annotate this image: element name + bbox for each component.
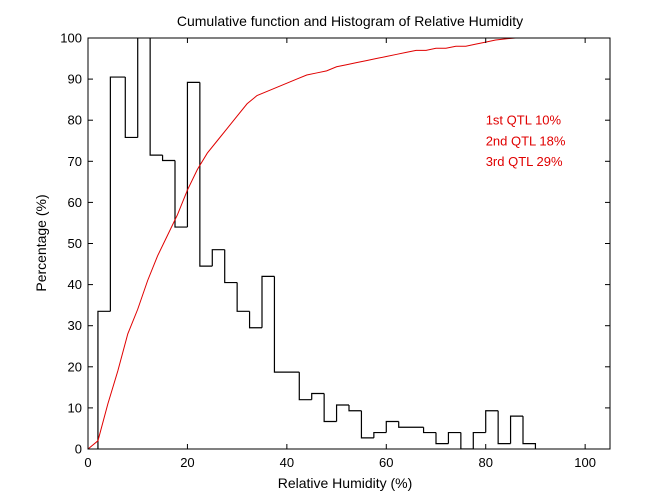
histogram-bin <box>149 38 163 156</box>
histogram-bin <box>385 420 399 433</box>
histogram-bin <box>199 82 213 267</box>
histogram-bin <box>435 432 449 445</box>
histogram-bin <box>174 160 188 228</box>
x-tick-label: 100 <box>574 455 596 470</box>
x-tick-label: 0 <box>84 455 91 470</box>
histogram-bin <box>186 81 200 228</box>
histogram-bin <box>109 76 126 312</box>
quartile-annotation: 3rd QTL 29% <box>486 154 563 169</box>
y-tick-label: 90 <box>68 72 82 87</box>
y-tick-label: 80 <box>68 113 82 128</box>
y-axis-title: Percentage (%) <box>33 194 49 291</box>
plot-area: 0 20 40 60 80 100 0 10 20 30 40 50 60 70 80 90 100 1st QT… <box>60 31 611 470</box>
histogram-bin <box>224 249 238 284</box>
x-tick-label: 80 <box>478 455 492 470</box>
y-tick-label: 70 <box>68 154 82 169</box>
y-tick-label: 50 <box>68 236 82 251</box>
histogram-bin <box>248 311 262 329</box>
histogram-bin <box>373 431 387 438</box>
histogram-bin <box>124 77 138 139</box>
histogram-bin <box>137 38 139 138</box>
y-tick-label: 10 <box>68 400 82 415</box>
quartile-annotation: 2nd QTL 18% <box>486 133 566 148</box>
histogram-bin <box>261 275 275 328</box>
chart-title: Cumulative function and Histogram of Rel… <box>177 13 523 29</box>
x-tick-label: 60 <box>379 455 393 470</box>
quartile-annotation: 1st QTL 10% <box>486 113 562 128</box>
y-tick-label: 0 <box>75 442 82 457</box>
histogram-bin <box>360 410 374 439</box>
histogram-bin <box>472 431 486 449</box>
histogram-bin <box>273 276 300 373</box>
x-tick-label: 40 <box>280 455 294 470</box>
histogram-bin <box>485 410 499 433</box>
histogram-bin <box>298 372 312 401</box>
histogram-bin <box>509 415 523 444</box>
histogram-bin <box>447 431 461 444</box>
x-tick-label: 20 <box>180 455 194 470</box>
histogram-bin <box>311 392 325 400</box>
y-tick-label: 30 <box>68 318 82 333</box>
histogram-bin <box>398 421 424 428</box>
cumulative-line <box>88 38 526 449</box>
y-tick-label: 20 <box>68 359 82 374</box>
y-tick-label: 40 <box>68 277 82 292</box>
histogram-bin <box>497 410 511 445</box>
histogram-bin <box>161 155 175 162</box>
histogram-bin <box>460 432 474 449</box>
y-tick-label: 60 <box>68 195 82 210</box>
histogram-bin <box>422 427 436 434</box>
x-axis-title: Relative Humidity (%) <box>278 475 413 491</box>
histogram-bin <box>335 404 349 422</box>
y-tick-label: 100 <box>60 31 82 46</box>
histogram-bin <box>522 416 537 449</box>
histogram-bin <box>236 282 250 312</box>
histogram-bin <box>348 405 362 412</box>
histogram-bin <box>211 249 225 267</box>
histogram-bin <box>323 393 337 423</box>
histogram-bin <box>97 310 111 449</box>
